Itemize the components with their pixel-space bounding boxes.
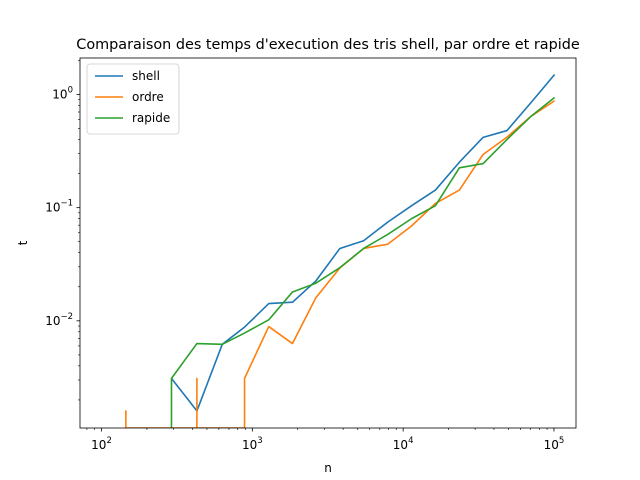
y-tick-base: 10 — [45, 201, 60, 215]
series-line-rapide — [170, 96, 556, 428]
y-tick-label: 10−2 — [45, 312, 73, 328]
x-tick-label: 103 — [242, 436, 263, 452]
legend-label-rapide: rapide — [132, 111, 170, 125]
series-layer — [125, 74, 556, 428]
y-tick-base: 10 — [45, 314, 60, 328]
x-tick-label: 105 — [544, 436, 565, 452]
y-tick-label: 10−1 — [45, 199, 73, 215]
y-tick-base: 10 — [52, 87, 67, 101]
x-tick-base: 10 — [544, 438, 559, 452]
plot-frame — [79, 57, 577, 429]
x-tick-base: 10 — [242, 438, 257, 452]
y-tick-exponent: 0 — [68, 85, 73, 95]
x-tick-exponent: 2 — [106, 436, 111, 446]
y-tick-label: 100 — [52, 85, 73, 101]
x-tick-label: 104 — [393, 436, 414, 452]
x-axis-label: n — [324, 461, 332, 475]
series-line-ordre — [125, 100, 556, 428]
x-tick-exponent: 3 — [257, 436, 262, 446]
y-axis-label: t — [16, 240, 30, 245]
series-line-shell — [170, 74, 556, 412]
legend-box — [86, 63, 180, 135]
legend-label-ordre: ordre — [132, 90, 164, 104]
chart-title: Comparaison des temps d'execution des tr… — [76, 37, 580, 53]
legend-label-shell: shell — [132, 69, 160, 83]
x-tick-label: 102 — [91, 436, 112, 452]
x-tick-base: 10 — [393, 438, 408, 452]
y-tick-exponent: −1 — [60, 199, 73, 209]
x-axis: 102 103 104 105 — [86, 428, 565, 452]
legend: shell ordre rapide — [86, 63, 180, 135]
y-tick-exponent: −2 — [60, 312, 73, 322]
x-tick-base: 10 — [91, 438, 106, 452]
x-tick-exponent: 4 — [408, 436, 413, 446]
x-tick-exponent: 5 — [559, 436, 564, 446]
